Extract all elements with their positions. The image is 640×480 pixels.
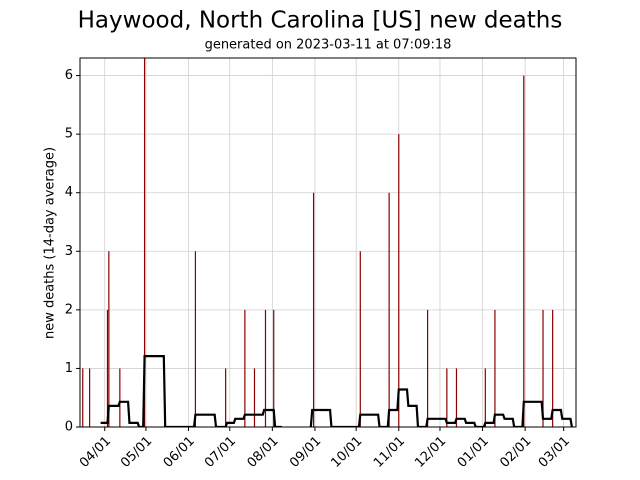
x-tick-label: 09/01: [287, 434, 324, 471]
x-tick-label: 10/01: [328, 434, 365, 471]
bar: [484, 368, 486, 427]
x-tick-label: 12/01: [412, 434, 449, 471]
x-tick-label: 02/01: [497, 434, 534, 471]
bar: [143, 58, 146, 427]
x-tick-label: 11/01: [371, 434, 408, 471]
bar: [388, 192, 390, 427]
bar: [552, 309, 554, 427]
x-tick-label: 08/01: [245, 434, 282, 471]
y-tick-label: 3: [65, 244, 73, 259]
chart-subtitle: generated on 2023-03-11 at 07:09:18: [205, 38, 452, 53]
bar: [359, 251, 361, 427]
bar: [106, 309, 109, 427]
bar: [82, 368, 84, 427]
x-tick-label: 01/01: [455, 434, 492, 471]
bar: [225, 368, 227, 427]
x-tick-label: 06/01: [161, 434, 198, 471]
y-tick-label: 6: [65, 68, 73, 83]
y-tick-label: 2: [65, 302, 73, 317]
plot-frame: [79, 57, 577, 428]
bar: [194, 251, 197, 427]
bar: [253, 368, 256, 427]
bar: [455, 368, 458, 427]
x-tick-label: 05/01: [118, 434, 155, 471]
y-tick-label: 1: [65, 361, 73, 376]
bar: [398, 134, 400, 427]
y-tick-label: 0: [65, 420, 73, 435]
bar: [542, 309, 544, 427]
bar: [89, 368, 91, 427]
bar: [119, 368, 121, 427]
bar: [312, 192, 315, 427]
bar: [523, 75, 525, 427]
y-tick-label: 4: [65, 185, 73, 200]
bar: [273, 309, 275, 427]
average-line: [100, 355, 573, 427]
bar: [244, 309, 246, 427]
bar: [427, 309, 429, 427]
y-axis-label: new deaths (14-day average): [43, 147, 58, 339]
y-tick-label: 5: [65, 127, 73, 142]
bar: [494, 309, 496, 427]
bar: [446, 368, 448, 427]
bar: [264, 309, 267, 427]
x-tick-label: 07/01: [202, 434, 239, 471]
x-tick-label: 04/01: [77, 434, 114, 471]
chart-title: Haywood, North Carolina [US] new deaths: [78, 8, 563, 34]
x-tick-label: 03/01: [536, 434, 573, 471]
bar: [108, 251, 110, 427]
